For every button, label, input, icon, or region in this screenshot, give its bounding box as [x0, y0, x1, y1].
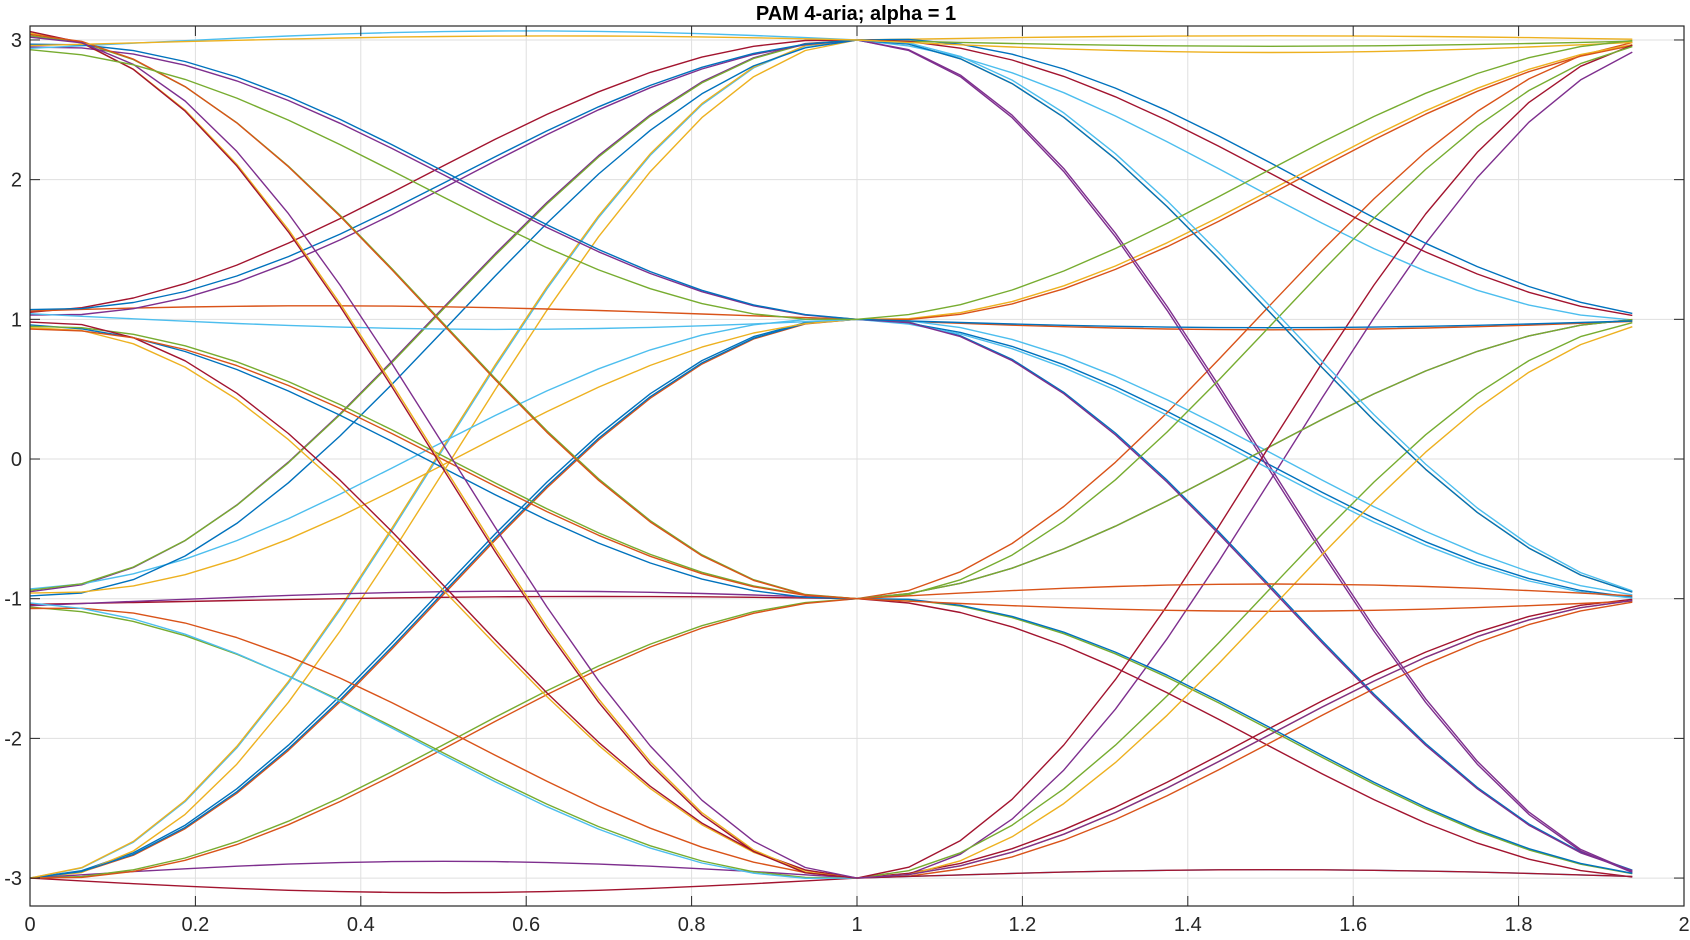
eye-trace: [29, 44, 1633, 879]
eye-trace: [29, 39, 1633, 593]
x-tick-label: 0.6: [512, 914, 540, 936]
eye-trace: [29, 36, 1633, 879]
y-tick-label: 1: [11, 309, 22, 331]
eye-trace: [29, 41, 1633, 879]
eye-trace: [29, 39, 1633, 320]
y-tick-label: 0: [11, 449, 22, 471]
x-tick-label: 2: [1678, 914, 1689, 936]
eye-trace: [29, 43, 1633, 329]
x-tick-label: 0.8: [678, 914, 706, 936]
eye-trace: [29, 38, 1633, 597]
eye-trace: [29, 30, 1633, 879]
y-tick-label: -2: [4, 728, 22, 750]
eye-trace: [29, 39, 1633, 317]
eye-trace: [29, 598, 1633, 894]
x-tick-label: 1.2: [1008, 914, 1036, 936]
x-tick-label: 0.4: [347, 914, 375, 936]
y-tick-label: 2: [11, 170, 22, 192]
eye-trace: [29, 324, 1633, 874]
eye-trace: [29, 313, 1633, 599]
x-axis: 0 0.2 0.4 0.6 0.8 1 1.2 1.4 1.6 1.8 2: [24, 26, 1690, 936]
eye-trace: [29, 44, 1633, 594]
x-tick-label: 0: [24, 914, 35, 936]
y-axis: -3 -2 -1 0 1 2 3: [4, 30, 1684, 890]
x-tick-label: 1.6: [1339, 914, 1367, 936]
y-tick-label: -3: [4, 868, 22, 890]
x-tick-label: 1.8: [1505, 914, 1533, 936]
y-tick-label: -1: [4, 589, 22, 611]
y-tick-label: 3: [11, 30, 22, 52]
eye-trace: [29, 51, 1633, 879]
x-tick-label: 0.2: [181, 914, 209, 936]
x-tick-label: 1.4: [1174, 914, 1202, 936]
traces: [29, 30, 1633, 894]
eye-trace: [29, 44, 1633, 321]
eye-trace: [29, 33, 1633, 600]
chart-title: PAM 4-aria; alpha = 1: [756, 3, 956, 25]
x-tick-label: 1: [851, 914, 862, 936]
eye-trace: [29, 35, 1633, 54]
